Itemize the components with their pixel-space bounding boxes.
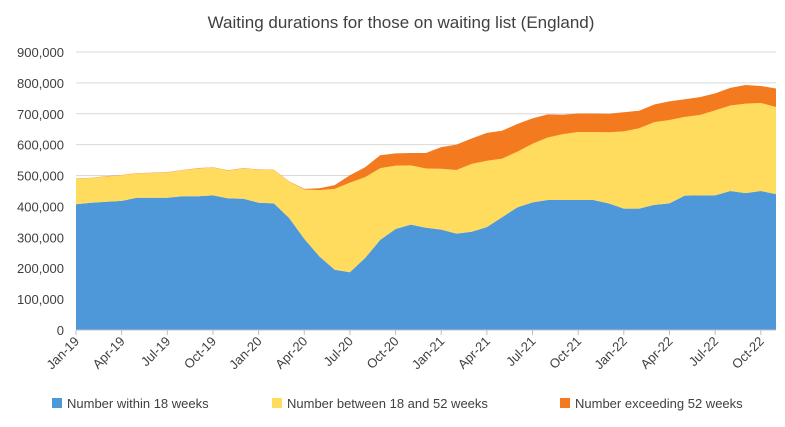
legend-label: Number between 18 and 52 weeks (287, 396, 488, 411)
y-tick-label: 100,000 (17, 292, 64, 307)
x-tick-label: Jul-20 (320, 334, 356, 370)
legend-swatch (560, 398, 570, 408)
y-tick-label: 600,000 (17, 138, 64, 153)
y-axis-ticks: 0 100,000 200,000 300,000 400,000 500,000 600,… (17, 45, 64, 338)
x-tick-label: Oct-22 (729, 334, 767, 372)
legend-swatch (272, 398, 282, 408)
y-tick-label: 400,000 (17, 199, 64, 214)
x-axis-ticks: Jan-19 Apr-19 Jul-19 Oct-19 Jan-20 Apr-20 Jul-… (43, 330, 767, 373)
x-tick-label: Jan-20 (226, 334, 265, 373)
legend-item-2: Number between 18 and 52 weeks (272, 396, 488, 411)
y-tick-label: 200,000 (17, 261, 64, 276)
area-series-1 (76, 191, 776, 330)
x-tick-label: Oct-20 (363, 334, 401, 372)
legend-label: Number within 18 weeks (67, 396, 209, 411)
x-tick-label: Jul-19 (138, 334, 174, 370)
x-tick-label: Apr-20 (272, 334, 310, 372)
x-tick-label: Oct-21 (546, 334, 584, 372)
x-tick-label: Apr-21 (455, 334, 493, 372)
area-series (76, 85, 776, 330)
legend: Number within 18 weeks Number between 18 … (52, 396, 743, 411)
legend-item-3: Number exceeding 52 weeks (560, 396, 743, 411)
y-tick-label: 300,000 (17, 230, 64, 245)
legend-label: Number exceeding 52 weeks (575, 396, 743, 411)
x-tick-label: Oct-19 (181, 334, 219, 372)
y-tick-label: 500,000 (17, 169, 64, 184)
x-tick-label: Jan-21 (409, 334, 448, 373)
x-tick-label: Apr-22 (637, 334, 675, 372)
x-tick-label: Jan-19 (43, 334, 82, 373)
x-tick-label: Apr-19 (90, 334, 128, 372)
x-tick-label: Jul-22 (686, 334, 722, 370)
y-tick-label: 900,000 (17, 45, 64, 60)
area-series-2 (76, 102, 776, 273)
chart-title: Waiting durations for those on waiting l… (208, 13, 595, 32)
legend-swatch (52, 398, 62, 408)
x-tick-label: Jul-21 (503, 334, 539, 370)
x-tick-label: Jan-22 (591, 334, 630, 373)
y-tick-label: 700,000 (17, 107, 64, 122)
y-tick-label: 800,000 (17, 76, 64, 91)
legend-item-1: Number within 18 weeks (52, 396, 209, 411)
y-tick-label: 0 (57, 323, 64, 338)
